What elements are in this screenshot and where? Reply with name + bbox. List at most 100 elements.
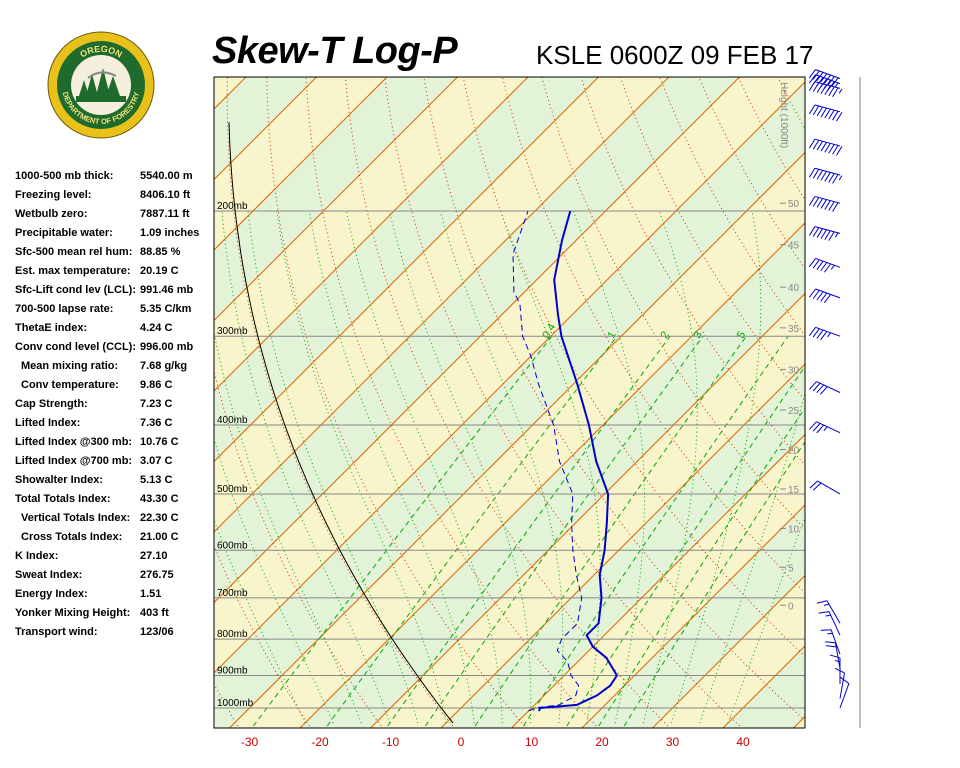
index-value: 10.76 C (140, 436, 179, 448)
mixing-ratio-label: 3 (691, 329, 704, 340)
index-row: Cap Strength: 7.23 C (15, 398, 215, 417)
index-value: 3.07 C (140, 455, 173, 467)
pressure-label: 400mb (217, 415, 248, 426)
dry-adiabat (943, 0, 960, 726)
height-tick-label: 10 (788, 524, 800, 535)
wind-barb (809, 381, 841, 395)
index-row: Energy Index: 1.51 (15, 588, 215, 607)
wind-barb-staff (814, 195, 841, 204)
index-value: 123/06 (140, 626, 174, 638)
wind-barb-feather (828, 231, 835, 241)
wind-barb-feather (828, 173, 835, 183)
dry-adiabat (619, 77, 805, 402)
pressure-label: 600mb (217, 540, 248, 551)
wind-barb-feather (808, 258, 816, 268)
isotherm-line (581, 504, 805, 728)
wind-barb-feather (834, 232, 839, 238)
wind-barb-feather (812, 227, 820, 237)
wind-barb-feather (828, 86, 835, 96)
wind-barb-feather (812, 382, 821, 392)
wind-barb-feather (818, 611, 830, 614)
index-value: 5540.00 m (140, 170, 193, 182)
moist-adiabat (388, 210, 532, 724)
wind-barb-staff (814, 104, 841, 113)
index-label: Total Totals Index: (15, 493, 111, 505)
index-label: 1000-500 mb thick: (15, 170, 114, 182)
index-row: Mean mixing ratio: 7.68 g/kg (15, 360, 215, 379)
wind-barb-feather (832, 202, 839, 212)
temperature-profile (538, 210, 619, 712)
isotherm-line (935, 77, 960, 728)
wind-barb-feather (812, 197, 820, 207)
moist-adiabat (247, 210, 419, 724)
index-label: Cross Totals Index: (21, 531, 123, 543)
isotherm-band (0, 77, 176, 728)
wind-barb (808, 195, 841, 212)
index-value: 403 ft (140, 607, 169, 619)
index-value: 8406.10 ft (140, 189, 191, 201)
dry-adiabat (54, 0, 166, 726)
pressure-label: 1000mb (217, 698, 254, 709)
index-label: Est. max temperature: (15, 265, 131, 277)
height-tick-label: 5 (788, 563, 794, 574)
isotherm-line (214, 77, 599, 463)
index-label: Mean mixing ratio: (21, 360, 119, 372)
index-row: Lifted Index @700 mb: 3.07 C (15, 455, 215, 474)
isotherm-line (214, 77, 247, 110)
wind-barb-feather (824, 143, 831, 153)
wind-barb-staff (834, 642, 841, 669)
plot-area: 0.4 1 2 3 5200mb300mb400mb500mb600mb700mb800… (0, 0, 960, 728)
wind-barb (834, 667, 846, 699)
index-label: Sfc-Lift cond lev (LCL): (15, 284, 136, 296)
wind-barb-feather (808, 138, 816, 149)
wind-barb (808, 138, 843, 156)
height-axis-title: Height (1000ft) (778, 82, 789, 148)
wind-barb-feather (823, 426, 828, 431)
index-label: Yonker Mixing Height: (15, 607, 131, 619)
wind-barb-feather (816, 329, 824, 339)
station-time-label: KSLE 0600Z 09 FEB 17 (536, 40, 814, 70)
index-label: Conv temperature: (21, 379, 119, 391)
isotherm-line (370, 292, 805, 728)
wind-barb-staff (816, 381, 841, 393)
wind-barb-feather (825, 645, 837, 648)
wind-barb-staff (814, 81, 841, 89)
wind-barb-staff (814, 226, 841, 234)
wind-barb-feather (808, 196, 816, 206)
mixing-ratio-label: 1 (605, 329, 618, 340)
height-tick-label: 0 (788, 601, 794, 612)
pressure-label: 300mb (217, 326, 248, 337)
isotherm-line (214, 77, 529, 392)
wind-barb-feather (825, 641, 836, 644)
wind-barb-feather (828, 201, 835, 211)
wind-barb-staff (839, 672, 846, 699)
x-tick-label: 30 (666, 735, 680, 749)
wind-barb-feather (838, 88, 843, 94)
index-value: 88.85 % (140, 246, 181, 258)
wind-barb (808, 326, 841, 341)
wind-barb-staff (814, 138, 841, 147)
mixing-ratio-line (252, 335, 553, 727)
wind-barb (808, 226, 841, 241)
index-row: Sfc-Lift cond lev (LCL): 991.46 mb (15, 284, 215, 303)
moist-adiabat (214, 437, 334, 724)
height-tick-label: 15 (788, 485, 800, 496)
mixing-ratio-line (598, 406, 805, 727)
isotherm-line (0, 77, 35, 728)
index-label: Sweat Index: (15, 569, 83, 581)
index-row: Lifted Index @300 mb: 10.76 C (15, 436, 215, 455)
wind-barb-feather (816, 141, 824, 151)
wind-barb-feather (829, 654, 841, 659)
index-value: 991.46 mb (140, 284, 194, 296)
dry-adiabat (908, 0, 960, 726)
index-value: 21.00 C (140, 531, 179, 543)
wind-barb-feather (812, 82, 820, 92)
index-label: Transport wind: (15, 626, 98, 638)
wind-barb-feather (828, 144, 835, 154)
wind-barb-feather (824, 172, 831, 182)
svg-text:OREGON: OREGON (78, 44, 124, 60)
index-row: Showalter Index: 5.13 C (15, 474, 215, 493)
index-value: 276.75 (140, 569, 174, 581)
wind-barb-feather (816, 228, 824, 238)
x-tick-label: -10 (382, 735, 400, 749)
